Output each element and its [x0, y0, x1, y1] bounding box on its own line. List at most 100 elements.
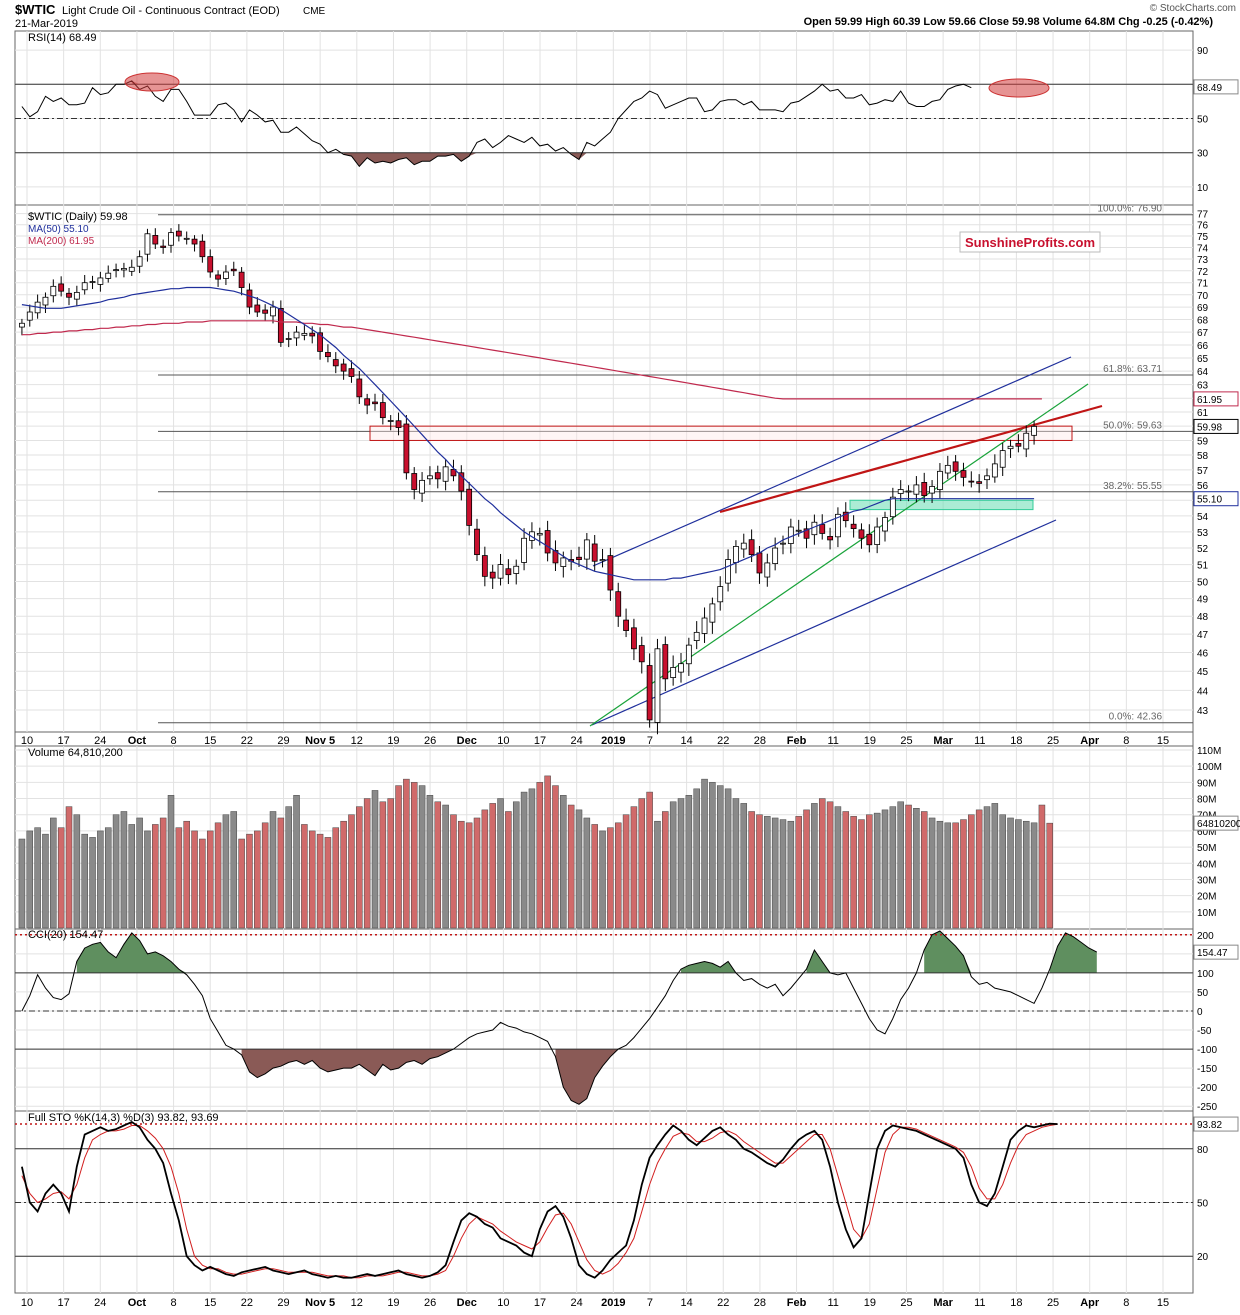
- volume-bar: [332, 827, 340, 929]
- price-last-value: 59.98: [1197, 422, 1222, 433]
- volume-bar: [716, 785, 724, 929]
- cci-oversold-fill: [241, 1049, 619, 1105]
- volume-bar: [410, 782, 418, 929]
- cci-tick-label: -150: [1197, 1064, 1217, 1075]
- volume-bar: [340, 820, 347, 929]
- price-tick-label: 69: [1197, 303, 1209, 314]
- price-tick-label: 65: [1197, 354, 1209, 365]
- x-tick-label-bottom: Oct: [128, 1297, 147, 1309]
- volume-bar: [748, 811, 755, 929]
- candle-body: [73, 291, 80, 300]
- price-tick-label: 66: [1197, 341, 1209, 352]
- volume-bar: [968, 814, 975, 929]
- price-tick-label: 74: [1197, 243, 1209, 254]
- x-tick-label-bottom: 14: [680, 1297, 692, 1309]
- candle-body: [168, 232, 174, 246]
- rsi-highlight-left: [124, 72, 180, 92]
- price-tick-label: 75: [1197, 232, 1209, 243]
- volume-bar: [356, 806, 363, 929]
- rsi-tick-label: 90: [1197, 46, 1209, 57]
- ma200-last-value: 61.95: [1197, 395, 1222, 406]
- candle-body: [505, 568, 512, 576]
- price-tick-label: 48: [1197, 612, 1209, 623]
- price-tick-label: 52: [1197, 544, 1209, 555]
- x-tick-label-bottom: Nov 5: [305, 1297, 335, 1309]
- volume-bar: [285, 806, 292, 929]
- volume-bar: [26, 830, 34, 929]
- x-tick-label: 15: [204, 735, 216, 747]
- volume-bar: [936, 820, 944, 929]
- channel-lower-line: [591, 519, 1057, 726]
- volume-bar: [866, 814, 873, 929]
- cci-tick-label: -100: [1197, 1045, 1217, 1056]
- volume-bar: [42, 833, 49, 929]
- candle-body: [960, 470, 967, 478]
- x-tick-label-bottom: 24: [571, 1297, 583, 1309]
- x-tick-label: Feb: [787, 735, 807, 747]
- candle-body: [152, 235, 159, 245]
- volume-bar: [214, 822, 222, 929]
- sto-tick-label: 20: [1197, 1252, 1209, 1263]
- volume-bar: [418, 785, 426, 929]
- candle-body: [121, 268, 127, 271]
- candle-body: [693, 631, 700, 641]
- x-tick-label-bottom: 15: [1157, 1297, 1169, 1309]
- volume-tick-label: 50M: [1197, 843, 1216, 854]
- cci-tick-label: -250: [1197, 1102, 1217, 1113]
- candle-body: [215, 274, 221, 280]
- volume-bar: [18, 838, 26, 929]
- volume-tick-label: 40M: [1197, 859, 1216, 870]
- resistance-zone: [369, 425, 1073, 441]
- candle-body: [1023, 432, 1030, 450]
- volume-bar: [897, 801, 904, 929]
- candle-body: [858, 529, 865, 539]
- price-tick-label: 63: [1197, 381, 1209, 392]
- candle-body: [952, 461, 959, 472]
- x-tick-label-bottom: 25: [900, 1297, 912, 1309]
- candle-body: [733, 546, 739, 563]
- x-tick-label: 12: [351, 735, 363, 747]
- candle-body: [160, 245, 167, 248]
- chart-marks: 10 10 17 17 24 24 Oct Oct 8 8 15 15 22 22 29 29 Nov 5 Nov…: [15, 46, 1240, 1309]
- volume-bar: [254, 830, 261, 929]
- volume-bar: [873, 812, 881, 929]
- volume-tick-label: 60M: [1197, 827, 1216, 838]
- candle-body: [976, 481, 983, 484]
- candle-body: [466, 488, 473, 526]
- x-tick-label: 15: [1157, 735, 1169, 747]
- cci-last-value-box: [1193, 944, 1239, 960]
- sto-k-line: [21, 1120, 1058, 1279]
- x-tick-label-bottom: 18: [1010, 1297, 1022, 1309]
- candle-body: [489, 571, 496, 579]
- volume-last-value: 64810200: [1197, 819, 1240, 830]
- volume-tick-label: 110M: [1197, 746, 1221, 757]
- price-last-value-box: [1193, 418, 1239, 434]
- volume-bar: [450, 814, 457, 929]
- volume-bar: [34, 827, 41, 929]
- candle-body: [615, 591, 622, 617]
- rsi-highlight-right: [988, 78, 1050, 98]
- price-tick-label: 50: [1197, 577, 1209, 588]
- x-tick-label-bottom: 25: [1047, 1297, 1059, 1309]
- volume-bar: [348, 814, 355, 929]
- x-tick-label-bottom: 17: [58, 1297, 70, 1309]
- volume-bar: [630, 806, 638, 929]
- volume-bar: [889, 806, 897, 929]
- exchange: CME: [303, 6, 326, 17]
- volume-bar: [1007, 817, 1014, 929]
- candle-body: [113, 269, 119, 272]
- price-tick-label: 57: [1197, 466, 1209, 477]
- candle-body: [427, 475, 433, 480]
- price-tick-label: 77: [1197, 210, 1209, 221]
- x-tick-label: 28: [754, 735, 766, 747]
- candle-body: [254, 304, 261, 313]
- x-tick-label: 17: [534, 735, 546, 747]
- candle-body: [26, 311, 33, 321]
- x-tick-label-bottom: 8: [171, 1297, 177, 1309]
- x-tick-label-bottom: 17: [534, 1297, 546, 1309]
- volume-bar: [395, 785, 402, 929]
- volume-bar: [175, 827, 183, 929]
- support-zone: [849, 499, 1034, 511]
- sto-last-value-box: [1193, 1116, 1239, 1132]
- candle-body: [395, 420, 402, 428]
